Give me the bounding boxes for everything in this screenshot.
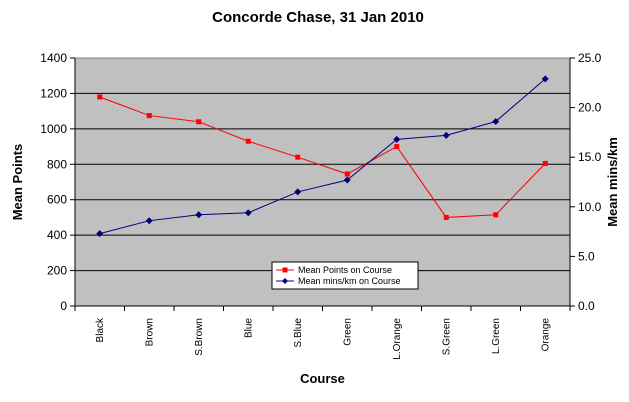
x-category-label: Brown <box>144 318 155 346</box>
y2-tick-label: 5.0 <box>578 249 595 263</box>
legend-marker <box>282 278 288 284</box>
y2-tick-label: 15.0 <box>578 150 602 164</box>
y-axis-title: Mean Points <box>10 144 25 221</box>
legend-marker <box>282 267 288 273</box>
y2-tick-label: 25.0 <box>578 51 602 65</box>
x-axis-categories: Black Brown S.Brown Blue S.Blue Green L.Orange… <box>74 305 571 360</box>
series-1 <box>97 94 548 220</box>
data-point <box>542 160 548 166</box>
x-category-label: Blue <box>243 318 254 338</box>
y-axis-ticks: 0 200 400 600 800 1000 1200 1400 <box>40 51 76 313</box>
data-point <box>393 135 401 143</box>
y-tick-label: 0 <box>60 299 67 313</box>
data-point <box>343 176 351 184</box>
y-tick-label: 400 <box>47 228 67 242</box>
x-category-label: S.Green <box>441 318 452 355</box>
data-point <box>196 119 202 125</box>
x-category-label: S.Brown <box>194 318 205 356</box>
legend-label: Mean Points on Course <box>298 265 392 275</box>
x-category-label: L.Green <box>491 318 502 354</box>
data-point <box>97 94 103 100</box>
data-point <box>492 117 500 125</box>
x-category-label: Black <box>95 317 106 342</box>
y2-axis-title: Mean mins/km <box>605 137 620 227</box>
data-point <box>443 214 449 220</box>
data-point <box>145 217 153 225</box>
legend-box <box>271 261 419 290</box>
y-tick-label: 1400 <box>40 51 67 65</box>
data-point <box>295 154 301 160</box>
y-tick-label: 600 <box>47 193 67 207</box>
data-point <box>146 113 152 119</box>
y2-tick-label: 0.0 <box>578 299 595 313</box>
data-point <box>493 212 499 218</box>
y2-tick-label: 10.0 <box>578 200 602 214</box>
chart-title: Concorde Chase, 31 Jan 2010 <box>212 9 424 26</box>
y2-axis-ticks: 0.0 5.0 10.0 15.0 20.0 25.0 <box>569 51 602 313</box>
x-category-label: Green <box>342 318 353 346</box>
x-category-label: L.Orange <box>392 318 403 360</box>
data-point <box>96 230 104 238</box>
gridlines <box>75 92 570 272</box>
y-tick-label: 1000 <box>40 122 67 136</box>
data-point <box>394 144 400 150</box>
data-point <box>442 131 450 139</box>
series-line <box>99 78 546 235</box>
legend-item: Mean Points on Course <box>276 265 392 275</box>
series-layer <box>96 75 549 238</box>
data-point <box>294 188 302 196</box>
y-tick-label: 1200 <box>40 86 67 100</box>
y-tick-label: 800 <box>47 157 67 171</box>
legend-label: Mean mins/km on Course <box>298 276 401 286</box>
x-category-label: Orange <box>540 318 551 352</box>
data-point <box>195 211 203 219</box>
legend-item: Mean mins/km on Course <box>276 276 401 286</box>
data-point <box>244 209 252 217</box>
y2-tick-label: 20.0 <box>578 101 602 115</box>
y-tick-label: 200 <box>47 264 67 278</box>
data-point <box>344 171 350 177</box>
data-point <box>541 75 549 83</box>
x-category-label: S.Blue <box>293 318 304 348</box>
x-axis-title: Course <box>300 371 345 386</box>
series-2 <box>96 75 549 238</box>
series-line <box>99 96 546 218</box>
data-point <box>245 138 251 144</box>
